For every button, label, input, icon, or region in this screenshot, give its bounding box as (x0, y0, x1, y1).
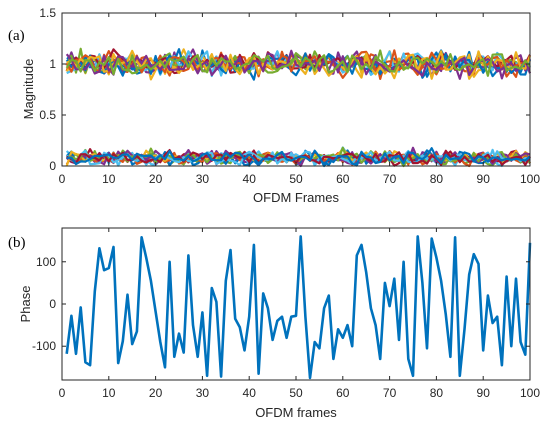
magnitude-x-tick-label: 0 (59, 172, 66, 186)
magnitude-y-tick-label: 0.5 (39, 108, 56, 122)
phase-x-tick-label: 70 (383, 386, 397, 400)
phase-x-axis-label: OFDM frames (255, 405, 337, 420)
phase-x-tick-label: 90 (477, 386, 491, 400)
phase-x-tick-label: 100 (520, 386, 540, 400)
phase-y-tick-label: 100 (36, 255, 56, 269)
magnitude-y-ticks: 0 0.5 1 1.5 (39, 6, 530, 173)
magnitude-x-tick-label: 50 (289, 172, 303, 186)
phase-y-ticks: -100 0 100 (32, 255, 530, 353)
phase-x-tick-label: 0 (59, 386, 66, 400)
magnitude-y-tick-label: 1.5 (39, 6, 56, 20)
phase-series-line (65, 235, 532, 380)
panel-a-label: (a) (8, 28, 25, 44)
magnitude-y-tick-label: 0 (49, 159, 56, 173)
phase-y-tick-label: 0 (49, 297, 56, 311)
phase-x-tick-label: 30 (196, 386, 210, 400)
magnitude-x-tick-label: 60 (336, 172, 350, 186)
magnitude-chart: (a) 0 10 20 30 40 50 60 70 80 90 100 0 0.5 1 1.5 OFDM… (8, 6, 540, 205)
magnitude-x-tick-label: 100 (520, 172, 540, 186)
phase-y-axis-label: Phase (18, 286, 33, 323)
phase-y-tick-label: -100 (32, 339, 56, 353)
phase-x-tick-label: 40 (243, 386, 257, 400)
magnitude-x-tick-label: 80 (430, 172, 444, 186)
magnitude-x-tick-label: 40 (243, 172, 257, 186)
magnitude-x-axis-label: OFDM Frames (253, 190, 339, 205)
phase-x-ticks: 0 10 20 30 40 50 60 70 80 90 100 (59, 228, 540, 400)
magnitude-series-group (65, 47, 532, 168)
magnitude-series-line (66, 147, 531, 168)
phase-x-tick-label: 50 (289, 386, 303, 400)
magnitude-x-tick-label: 90 (477, 172, 491, 186)
magnitude-x-ticks: 0 10 20 30 40 50 60 70 80 90 100 (59, 13, 540, 186)
magnitude-x-tick-label: 20 (149, 172, 163, 186)
magnitude-y-axis-label: Magnitude (21, 59, 36, 120)
phase-x-tick-label: 20 (149, 386, 163, 400)
phase-x-tick-label: 80 (430, 386, 444, 400)
phase-series-group (65, 235, 532, 380)
magnitude-series-line (65, 53, 531, 77)
phase-x-tick-label: 60 (336, 386, 350, 400)
phase-chart: (b) 0 10 20 30 40 50 60 70 80 90 100 -100 0 100 OFDM… (8, 227, 540, 420)
phase-x-tick-label: 10 (102, 386, 116, 400)
magnitude-x-tick-label: 10 (102, 172, 116, 186)
magnitude-x-tick-label: 30 (196, 172, 210, 186)
magnitude-series-line (66, 149, 531, 166)
panel-b-label: (b) (8, 235, 26, 251)
magnitude-y-tick-label: 1 (49, 57, 56, 71)
magnitude-x-tick-label: 70 (383, 172, 397, 186)
